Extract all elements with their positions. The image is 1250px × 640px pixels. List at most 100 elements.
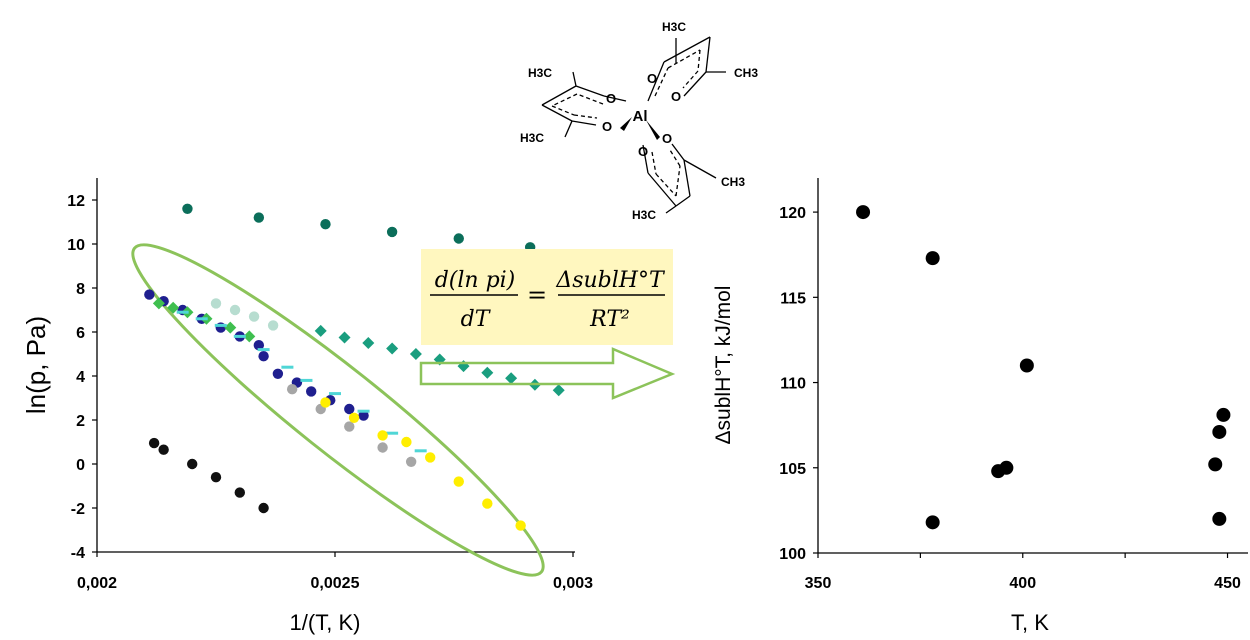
- data-point: [1019, 358, 1034, 373]
- data-point: [409, 348, 422, 360]
- left-y-tick-label: 6: [76, 325, 85, 342]
- data-point: [248, 311, 260, 322]
- data-point: [187, 458, 198, 470]
- bond: [573, 114, 598, 119]
- bond: [705, 36, 711, 73]
- bond: [675, 195, 691, 207]
- data-point: [234, 487, 245, 498]
- oxygen-atom: O: [662, 131, 672, 146]
- data-point: [401, 436, 412, 448]
- left-series: [210, 298, 279, 331]
- data-point: [210, 298, 222, 309]
- bond: [683, 159, 691, 197]
- left-y-tick-label: 4: [76, 369, 85, 386]
- right-y-axis-label: ΔsublH°T, kJ/mol: [712, 286, 735, 445]
- equation-background: [421, 249, 673, 345]
- data-point: [386, 431, 399, 435]
- data-point: [348, 412, 360, 423]
- right-x-tick-label: 350: [805, 575, 832, 592]
- oxygen-atom: O: [671, 89, 681, 104]
- data-point: [233, 334, 246, 338]
- bond: [572, 71, 577, 87]
- right-y-tick-label: 110: [780, 376, 806, 393]
- bond: [651, 151, 657, 175]
- bond: [551, 105, 575, 116]
- right-x-tick-label: 450: [1214, 575, 1241, 592]
- data-point: [320, 219, 331, 230]
- left-series: [148, 437, 269, 514]
- data-point: [358, 410, 369, 421]
- left-series: [286, 384, 417, 467]
- left-y-tick-label: 0: [76, 457, 85, 474]
- data-point: [1212, 511, 1227, 526]
- data-point: [357, 409, 370, 413]
- data-point: [210, 472, 222, 483]
- data-point: [320, 397, 331, 408]
- data-point: [195, 317, 208, 321]
- bond: [683, 159, 717, 179]
- left-data-points: [144, 203, 565, 531]
- data-point: [386, 226, 398, 238]
- data-point: [257, 348, 270, 352]
- data-point: [214, 323, 227, 327]
- data-point: [144, 289, 155, 300]
- bond: [683, 71, 707, 97]
- left-y-axis-label: ln(p, Pa): [21, 316, 51, 414]
- bond: [564, 120, 573, 138]
- data-point: [314, 324, 327, 337]
- data-point: [229, 304, 241, 316]
- data-point: [482, 498, 493, 509]
- data-point: [414, 449, 427, 453]
- data-point: [856, 205, 871, 220]
- wedge-bond: [646, 120, 660, 140]
- data-point: [258, 351, 269, 362]
- data-point: [253, 212, 265, 223]
- oxygen-atom: O: [606, 91, 616, 106]
- methyl-label: H3C: [632, 208, 656, 222]
- bond: [576, 93, 604, 105]
- clausius-clapeyron-equation: d(ln pi) dT = ΔsublH°T RT²: [421, 249, 673, 345]
- equation-rhs-numerator: ΔsublH°T: [555, 268, 666, 293]
- bond: [571, 120, 597, 126]
- bond: [575, 85, 605, 97]
- right-y-tick-label: 100: [779, 546, 806, 563]
- bond: [697, 49, 701, 72]
- data-point: [377, 430, 388, 441]
- methyl-label: H3C: [520, 131, 544, 145]
- green-ellipse: [131, 243, 545, 577]
- data-point: [344, 403, 355, 415]
- bond: [671, 143, 685, 161]
- data-point: [338, 331, 351, 344]
- equals-sign: =: [527, 281, 547, 309]
- bond: [654, 67, 669, 97]
- bond: [675, 165, 681, 197]
- data-point: [158, 444, 169, 455]
- right-y-tick-label: 105: [779, 461, 806, 478]
- right-y-tick-label: 120: [779, 205, 806, 222]
- data-point: [453, 476, 464, 487]
- left-axes: -4 -2 0 2 4 6 8 10 12 0,002 0,0025 0,003: [67, 178, 593, 592]
- aluminium-atom: Al: [633, 108, 648, 125]
- right-y-tick-label: 115: [780, 290, 806, 307]
- data-point: [1216, 407, 1231, 422]
- methyl-label: CH3: [734, 66, 758, 80]
- data-point: [306, 386, 317, 397]
- bond: [663, 36, 711, 63]
- data-point: [377, 442, 388, 453]
- data-point: [176, 310, 189, 314]
- bond: [603, 95, 627, 102]
- bond: [669, 149, 681, 167]
- data-point: [152, 297, 165, 310]
- bond: [647, 61, 665, 102]
- data-point: [344, 421, 355, 432]
- left-y-tick-label: 2: [76, 413, 85, 430]
- data-point: [286, 384, 298, 395]
- data-point: [300, 378, 313, 382]
- data-point: [1208, 457, 1223, 472]
- data-point: [925, 515, 940, 530]
- data-point: [281, 365, 294, 369]
- left-x-tick-label: 0,0025: [311, 575, 360, 592]
- left-x-tick-label: 0,002: [77, 575, 117, 592]
